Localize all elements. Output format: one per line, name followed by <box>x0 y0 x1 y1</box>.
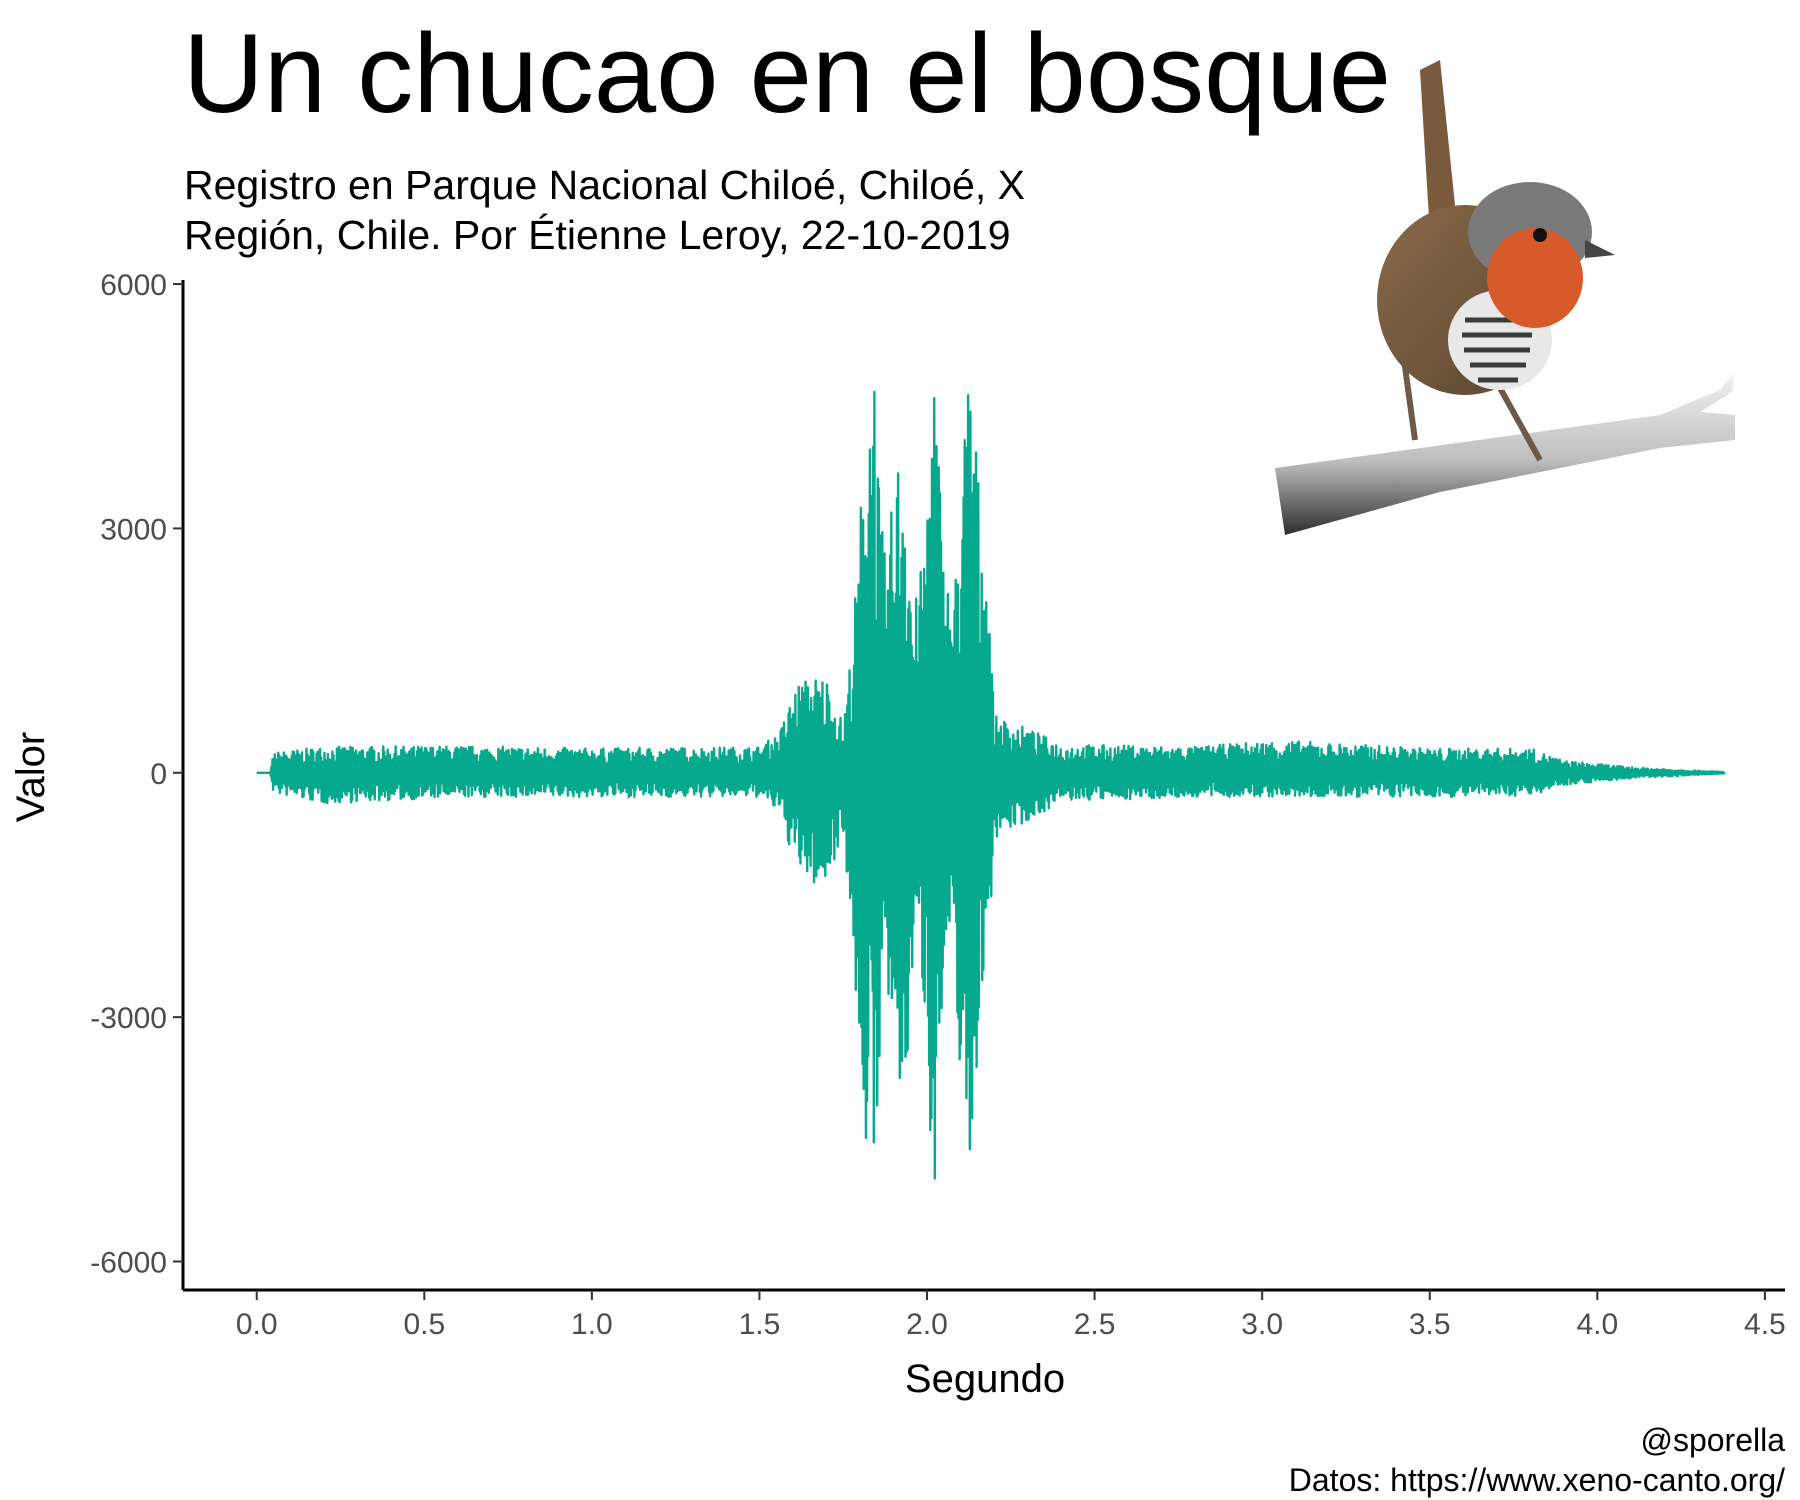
x-tick-label: 0.0 <box>236 1308 278 1341</box>
subtitle-line-2: Región, Chile. Por Étienne Leroy, 22-10-… <box>184 212 1011 258</box>
caption-source: Datos: https://www.xeno-canto.org/ <box>1288 1462 1785 1498</box>
x-tick-label: 2.5 <box>1074 1308 1116 1341</box>
axes <box>181 280 1785 1292</box>
ticks: 0.0 0.5 1.0 1.5 2.0 2.5 3.0 3.5 4.0 4.5 6000 3000 0 -… <box>90 269 1785 1341</box>
y-tick-label: -6000 <box>90 1246 167 1279</box>
bird-belly-stripes <box>1462 317 1532 383</box>
bird-beak <box>1585 240 1615 258</box>
x-tick-label: 2.0 <box>906 1308 948 1341</box>
y-axis-title: Valor <box>9 732 53 822</box>
x-tick-label: 4.0 <box>1576 1308 1618 1341</box>
bird-tail <box>1420 60 1455 235</box>
x-tick-label: 1.5 <box>739 1308 781 1341</box>
x-tick-label: 4.5 <box>1744 1308 1786 1341</box>
chart-caption: @sporella Datos: https://www.xeno-canto.… <box>1289 1420 1785 1500</box>
waveform-series-line <box>256 390 1726 1180</box>
subtitle-line-1: Registro en Parque Nacional Chiloé, Chil… <box>184 162 1025 208</box>
x-tick-label: 0.5 <box>403 1308 445 1341</box>
branch <box>1275 372 1735 535</box>
chart-subtitle: Registro en Parque Nacional Chiloé, Chil… <box>184 160 1025 260</box>
y-tick-label: 0 <box>150 758 167 791</box>
caption-author: @sporella <box>1640 1422 1785 1458</box>
bird-eye <box>1533 228 1547 242</box>
chucao-bird-illustration <box>1275 60 1735 535</box>
y-tick-label: 6000 <box>100 269 167 302</box>
x-tick-label: 3.5 <box>1409 1308 1451 1341</box>
y-tick-label: -3000 <box>90 1002 167 1035</box>
x-tick-label: 3.0 <box>1241 1308 1283 1341</box>
x-axis-title: Segundo <box>905 1357 1065 1401</box>
y-tick-label: 3000 <box>100 513 167 546</box>
chart-title: Un chucao en el bosque <box>183 11 1391 136</box>
bird-throat <box>1487 228 1583 328</box>
x-tick-label: 1.0 <box>571 1308 613 1341</box>
